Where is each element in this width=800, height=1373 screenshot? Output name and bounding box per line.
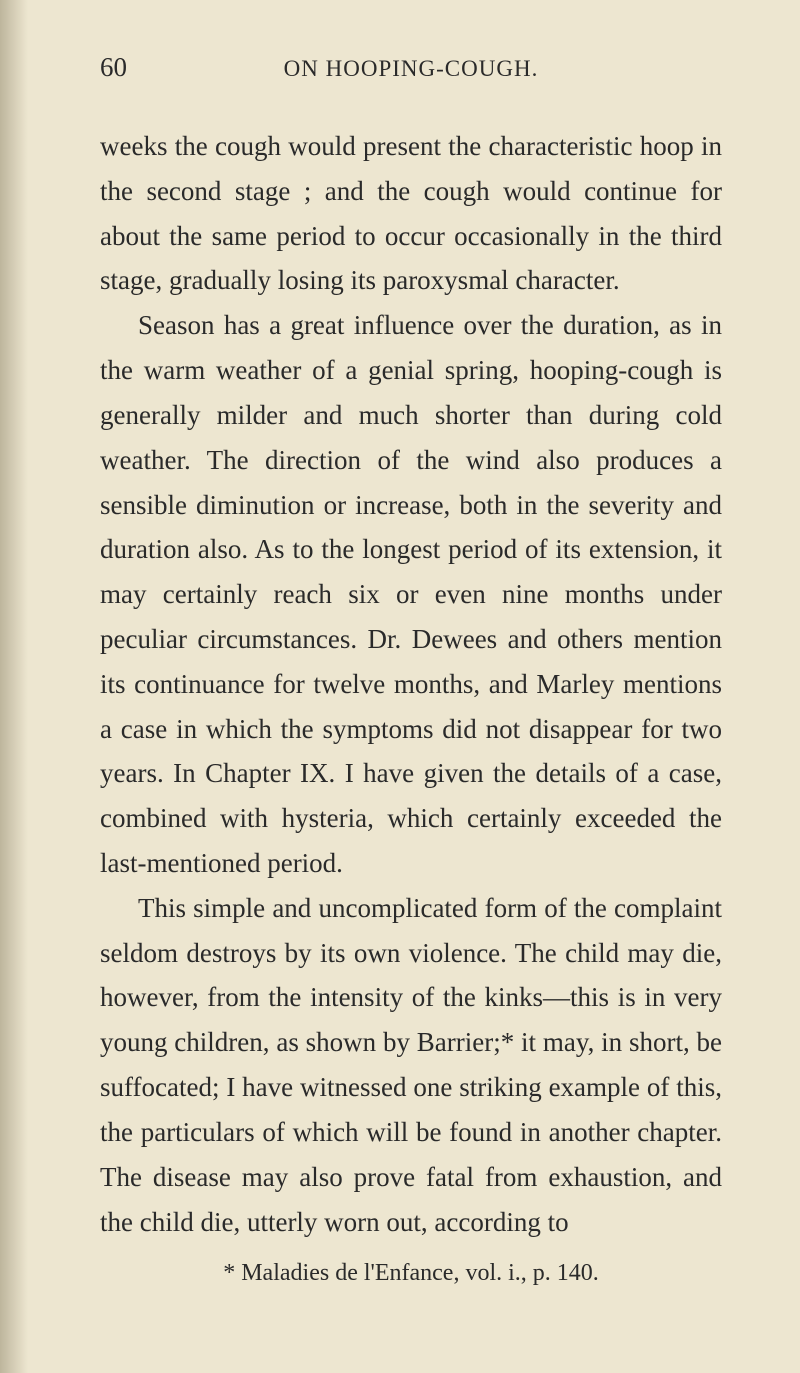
paragraph-3: This simple and uncomplicated form of th… xyxy=(100,886,722,1245)
body-text: weeks the cough would present the charac… xyxy=(100,124,722,1244)
page-shadow xyxy=(0,0,28,1373)
paragraph-1: weeks the cough would present the charac… xyxy=(100,124,722,303)
footnote: * Maladies de l'Enfance, vol. i., p. 140… xyxy=(100,1260,722,1287)
running-head: ON HOOPING-COUGH. xyxy=(100,56,722,82)
page-number: 60 xyxy=(100,52,127,83)
paragraph-2: Season has a great influence over the du… xyxy=(100,303,722,886)
page-container: 60 ON HOOPING-COUGH. weeks the cough wou… xyxy=(0,0,800,1373)
